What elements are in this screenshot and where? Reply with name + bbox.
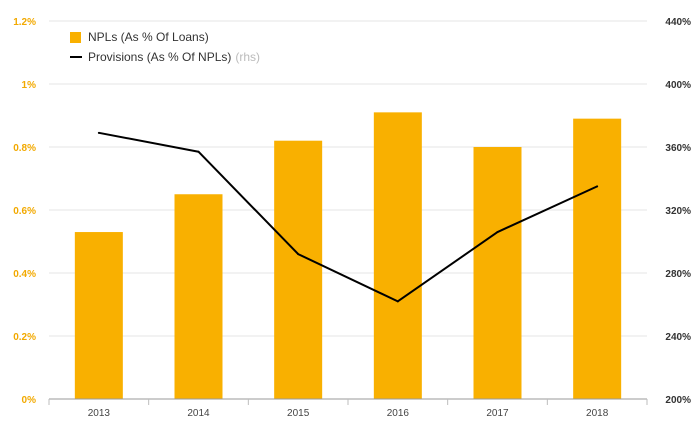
bar-2014 — [174, 194, 223, 399]
x-tick-label: 2015 — [287, 408, 310, 419]
legend-item-npls[interactable]: NPLs (As % Of Loans) — [70, 27, 260, 47]
legend-swatch-line — [70, 56, 82, 58]
left-tick-label: 1% — [22, 80, 37, 91]
right-tick-label: 440% — [665, 17, 691, 28]
bar-2017 — [473, 147, 522, 399]
line-point-2014 — [197, 150, 200, 153]
bar-2015 — [274, 140, 323, 399]
right-tick-label: 240% — [665, 332, 691, 343]
right-tick-label: 400% — [665, 80, 691, 91]
left-tick-label: 0.6% — [13, 206, 36, 217]
bar-2018 — [573, 118, 622, 400]
line-point-2018 — [596, 185, 599, 188]
legend-label-provisions: Provisions (As % Of NPLs) — [88, 50, 232, 64]
legend-item-provisions[interactable]: Provisions (As % Of NPLs) (rhs) — [70, 47, 260, 67]
provisions-line — [98, 131, 598, 303]
line-point-2017 — [496, 231, 499, 234]
left-tick-label: 0.4% — [13, 269, 36, 280]
chart-legend: NPLs (As % Of Loans) Provisions (As % Of… — [70, 27, 260, 67]
legend-rhs-note: (rhs) — [235, 50, 261, 64]
legend-label-npls: NPLs (As % Of Loans) — [88, 30, 209, 44]
x-tick-label: 2013 — [88, 408, 111, 419]
x-tick-label: 2017 — [486, 408, 509, 419]
line-point-2016 — [396, 300, 399, 303]
bar-2013 — [74, 232, 123, 399]
line-point-2013 — [97, 131, 100, 134]
x-tick-label: 2014 — [187, 408, 210, 419]
left-tick-label: 0% — [22, 395, 37, 406]
x-tick-label: 2016 — [387, 408, 410, 419]
line-point-2015 — [297, 253, 300, 256]
right-tick-label: 360% — [665, 143, 691, 154]
left-tick-label: 1.2% — [13, 17, 36, 28]
x-tick-label: 2018 — [586, 408, 609, 419]
right-tick-label: 200% — [665, 395, 691, 406]
right-tick-label: 320% — [665, 206, 691, 217]
left-tick-label: 0.8% — [13, 143, 36, 154]
left-tick-label: 0.2% — [13, 332, 36, 343]
right-tick-label: 280% — [665, 269, 691, 280]
legend-swatch-bar — [70, 31, 81, 43]
bar-2016 — [373, 112, 422, 399]
